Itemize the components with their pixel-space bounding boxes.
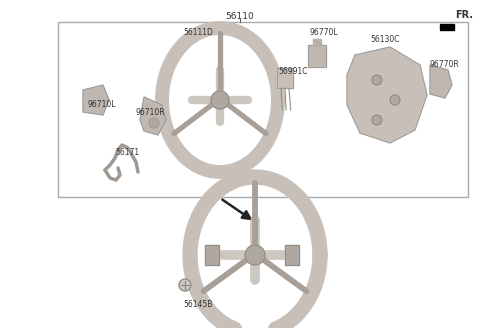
Bar [308, 45, 326, 67]
Circle shape [149, 118, 159, 128]
Bar [58, 22, 468, 197]
Circle shape [211, 91, 229, 109]
Text: 56991C: 56991C [278, 67, 308, 76]
Circle shape [179, 279, 191, 291]
Text: 56110: 56110 [226, 12, 254, 21]
Bar [205, 245, 219, 265]
Circle shape [372, 115, 382, 125]
Text: 96770L: 96770L [310, 28, 338, 37]
Polygon shape [140, 97, 166, 135]
Text: 96710R: 96710R [135, 108, 165, 117]
Bar [285, 245, 299, 265]
Bar [205, 245, 219, 265]
Text: 56171: 56171 [115, 148, 139, 157]
Bar [277, 68, 293, 88]
Circle shape [390, 95, 400, 105]
Bar [308, 45, 326, 67]
Polygon shape [440, 24, 454, 30]
Text: 56130C: 56130C [370, 35, 399, 44]
Polygon shape [83, 85, 109, 115]
Text: 96710L: 96710L [88, 100, 117, 109]
Bar [277, 68, 293, 88]
Text: 56111D: 56111D [183, 28, 213, 37]
Text: 56145B: 56145B [183, 300, 212, 309]
Polygon shape [347, 47, 427, 143]
Bar [313, 39, 321, 46]
Text: 96770R: 96770R [430, 60, 460, 69]
Circle shape [245, 245, 265, 265]
Bar [285, 245, 299, 265]
Text: FR.: FR. [455, 10, 473, 20]
Circle shape [372, 75, 382, 85]
Polygon shape [430, 65, 452, 98]
